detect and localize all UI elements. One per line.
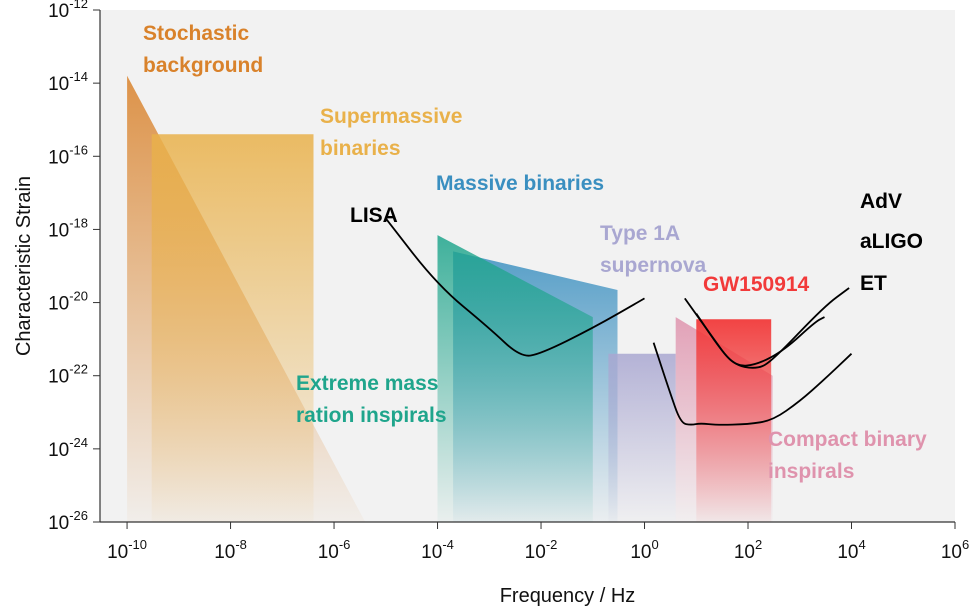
- y-tick-label: 10-24: [48, 435, 88, 461]
- region-label-type-1a-supernova: Type 1A supernova: [600, 222, 707, 277]
- y-axis-title: Characteristic Strain: [13, 176, 35, 356]
- x-tick-label: 10-10: [107, 537, 147, 563]
- region-supermassive-binaries: [151, 134, 314, 523]
- y-tick-label: 10-12: [48, 0, 88, 22]
- region-label-supermassive-binaries: Supermassive binaries: [320, 105, 462, 160]
- curve-aligo: [695, 313, 825, 367]
- x-tick-label: 100: [630, 537, 658, 563]
- y-tick-label: 10-16: [48, 142, 88, 168]
- y-tick-label: 10-22: [48, 362, 88, 388]
- y-tick-label: 10-26: [48, 508, 88, 534]
- curve-label-et: ET: [860, 272, 887, 295]
- region-gw150914: [696, 319, 772, 522]
- region-label-stochastic-background: Stochastic background: [143, 22, 263, 77]
- curve-et: [652, 342, 853, 426]
- x-tick-label: 10-6: [318, 537, 351, 563]
- x-tick-label: 10-8: [214, 537, 247, 563]
- x-tick-label: 106: [941, 537, 969, 563]
- region-type-1a-supernova: [608, 353, 676, 522]
- x-tick-label: 10-4: [421, 537, 454, 563]
- curve-label-aligo: aLIGO: [860, 230, 923, 253]
- region-label-massive-binaries: Massive binaries: [436, 172, 604, 195]
- x-axis-title: Frequency / Hz: [500, 585, 636, 607]
- y-tick-label: 10-20: [48, 289, 88, 315]
- curve-label-adv: AdV: [860, 190, 902, 213]
- x-tick-label: 10-2: [525, 537, 558, 563]
- x-tick-label: 104: [837, 537, 865, 563]
- region-extreme-mass-ration-inspirals: [437, 235, 593, 522]
- y-tick-label: 10-18: [48, 215, 88, 241]
- region-label-gw150914: GW150914: [703, 273, 810, 296]
- region-label-extreme-mass-ration-inspirals: Extreme mass ration inspirals: [296, 372, 447, 427]
- curve-label-lisa: LISA: [350, 204, 398, 227]
- x-tick-label: 102: [734, 537, 762, 563]
- curve-lisa: [385, 217, 645, 357]
- y-tick-label: 10-14: [48, 69, 88, 95]
- region-label-compact-binary-inspirals: Compact binary inspirals: [768, 428, 927, 483]
